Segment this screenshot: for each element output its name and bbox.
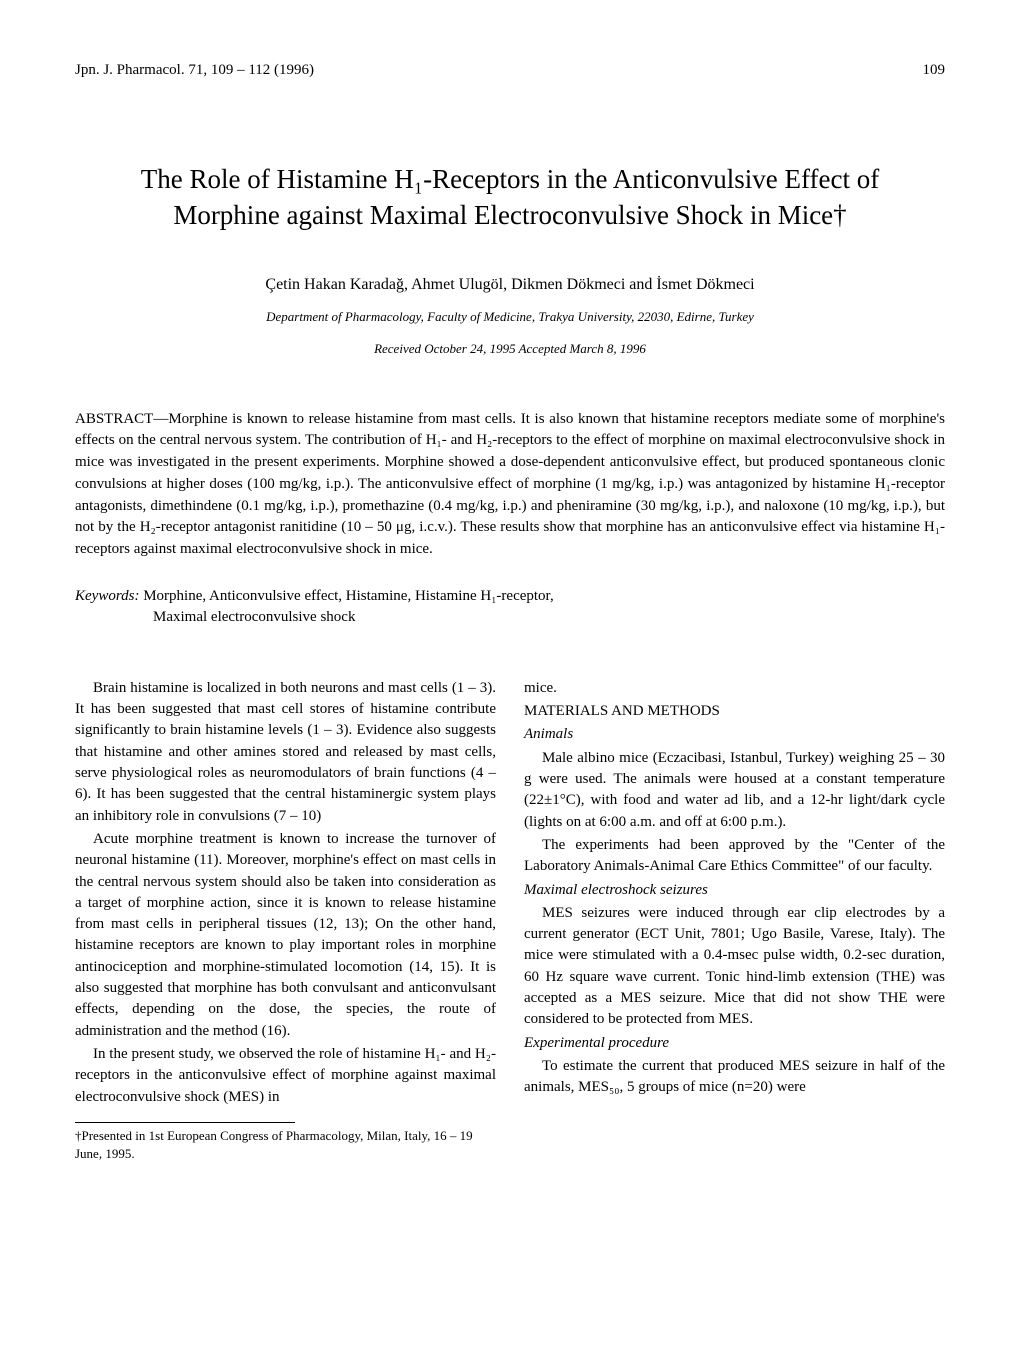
- right-column: mice. MATERIALS AND METHODS Animals Male…: [524, 678, 945, 1166]
- animals-para-2: The experiments had been approved by the…: [524, 835, 945, 878]
- animals-subheading: Animals: [524, 724, 945, 745]
- authors: Çetin Hakan Karadağ, Ahmet Ulugöl, Dikme…: [75, 274, 945, 296]
- abstract: ABSTRACT—Morphine is known to release hi…: [75, 409, 945, 561]
- procedure-subheading: Experimental procedure: [524, 1033, 945, 1054]
- body-columns: Brain histamine is localized in both neu…: [75, 678, 945, 1166]
- intro-para-1: Brain histamine is localized in both neu…: [75, 678, 496, 827]
- journal-ref: Jpn. J. Pharmacol. 71, 109 – 112 (1996): [75, 60, 314, 81]
- received-accepted-dates: Received October 24, 1995 Accepted March…: [75, 340, 945, 358]
- materials-methods-heading: MATERIALS AND METHODS: [524, 701, 945, 722]
- keywords-line2: Maximal electroconvulsive shock: [153, 607, 945, 628]
- mes-subheading: Maximal electroshock seizures: [524, 880, 945, 901]
- paper-title: The Role of Histamine H₁-Receptors in th…: [105, 161, 915, 234]
- left-column: Brain histamine is localized in both neu…: [75, 678, 496, 1166]
- keywords: Keywords: Morphine, Anticonvulsive effec…: [75, 586, 945, 628]
- intro-para-3: In the present study, we observed the ro…: [75, 1044, 496, 1108]
- animals-para-1: Male albino mice (Eczacibasi, Istanbul, …: [524, 748, 945, 833]
- intro-para-2: Acute morphine treatment is known to inc…: [75, 829, 496, 1042]
- page-header: Jpn. J. Pharmacol. 71, 109 – 112 (1996) …: [75, 60, 945, 81]
- mes-para: MES seizures were induced through ear cl…: [524, 903, 945, 1031]
- footnote-separator: [75, 1122, 295, 1123]
- intro-continuation: mice.: [524, 678, 945, 699]
- keywords-line1: Morphine, Anticonvulsive effect, Histami…: [139, 588, 553, 604]
- procedure-para: To estimate the current that produced ME…: [524, 1056, 945, 1099]
- keywords-label: Keywords:: [75, 588, 139, 604]
- page-number: 109: [923, 60, 946, 81]
- footnote: †Presented in 1st European Congress of P…: [75, 1127, 496, 1164]
- affiliation: Department of Pharmacology, Faculty of M…: [75, 308, 945, 326]
